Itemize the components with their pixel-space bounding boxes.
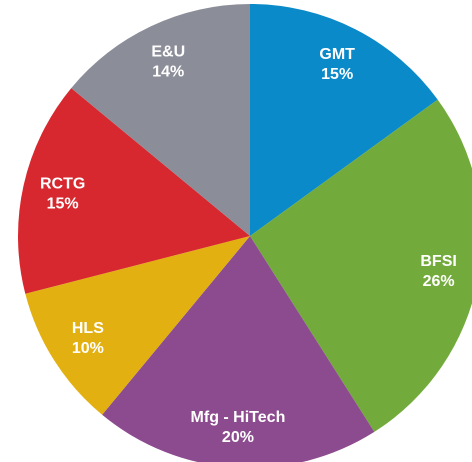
slice-label: Mfg - HiTech (191, 409, 286, 426)
slice-label: HLS (72, 320, 104, 337)
pie-slice (250, 4, 438, 236)
slice-label: E&U (151, 43, 185, 60)
pie-slice (250, 99, 472, 432)
slice-value-label: 20% (222, 429, 254, 446)
pie-slice (71, 3, 250, 236)
pie-slice (25, 236, 250, 415)
slice-value-label: 15% (321, 66, 353, 83)
slice-value-label: 15% (47, 195, 79, 212)
slice-label: BFSI (420, 253, 456, 270)
slice-label: GMT (319, 46, 355, 63)
slice-label: RCTG (40, 175, 85, 192)
pie-slice (102, 236, 375, 462)
slice-value-label: 14% (152, 63, 184, 80)
slice-value-label: 26% (423, 273, 455, 290)
slice-value-label: 10% (72, 340, 104, 357)
pie-slice (17, 88, 250, 294)
